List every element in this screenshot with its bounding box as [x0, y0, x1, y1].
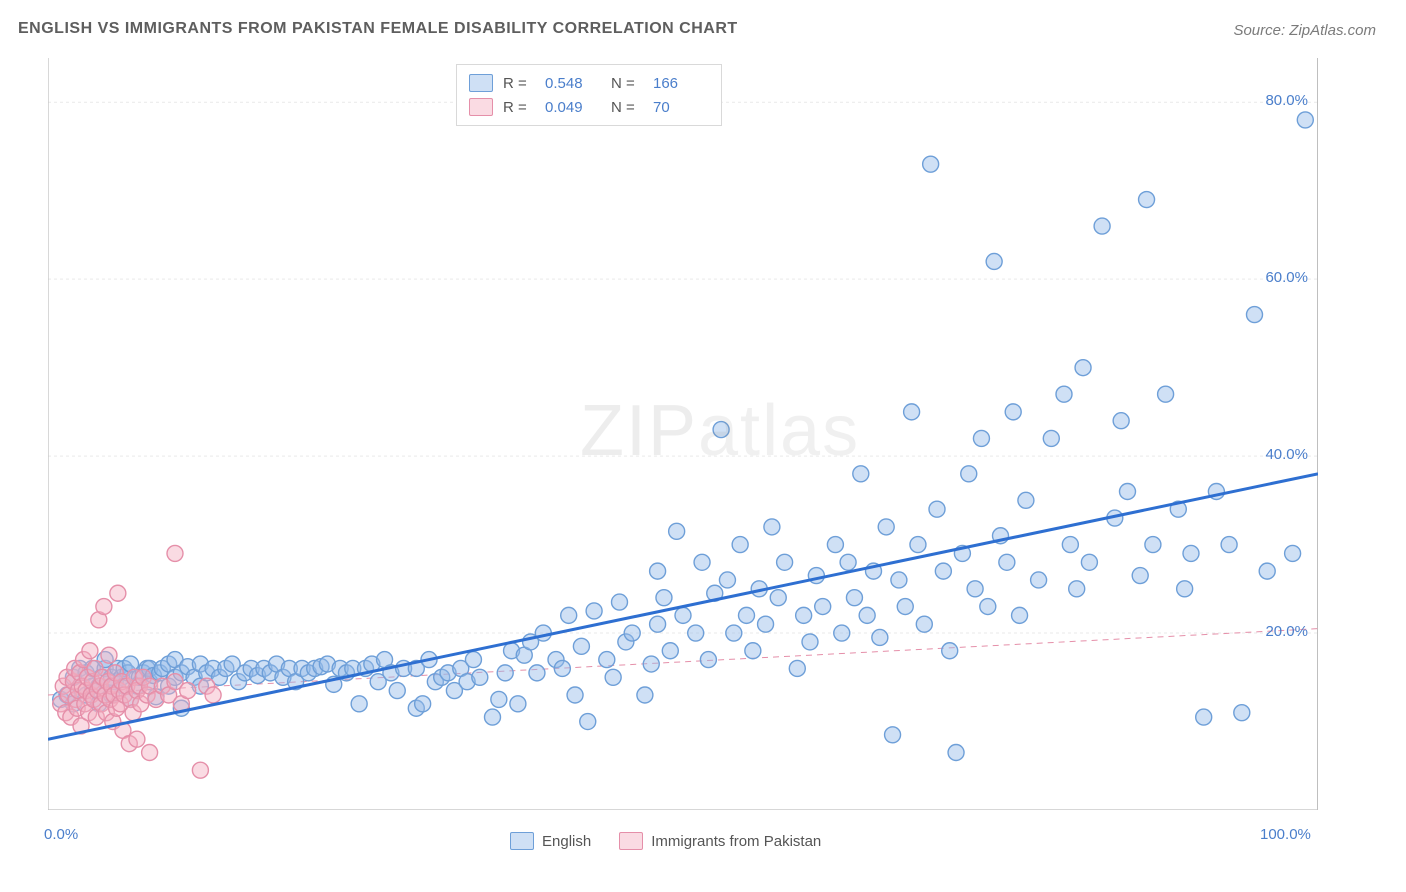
x-min-label: 0.0%	[44, 826, 78, 843]
x-max-label: 100.0%	[1260, 826, 1311, 843]
watermark: ZIPatlas	[580, 390, 860, 472]
chart-title: ENGLISH VS IMMIGRANTS FROM PAKISTAN FEMA…	[18, 20, 738, 38]
legend-r-label: R =	[503, 75, 535, 92]
legend-series-label: English	[542, 833, 591, 850]
y-tick-label: 80.0%	[1248, 92, 1308, 109]
legend-row: R = 0.049 N = 70	[469, 95, 709, 119]
legend-r-value: 0.548	[545, 75, 601, 92]
source-attribution: Source: ZipAtlas.com	[1233, 22, 1376, 39]
legend-swatch	[510, 832, 534, 850]
correlation-legend: R = 0.548 N = 166 R = 0.049 N = 70	[456, 64, 722, 126]
legend-r-value: 0.049	[545, 99, 601, 116]
legend-item: Immigrants from Pakistan	[619, 832, 821, 850]
legend-row: R = 0.548 N = 166	[469, 71, 709, 95]
legend-n-value: 166	[653, 75, 709, 92]
legend-series-label: Immigrants from Pakistan	[651, 833, 821, 850]
y-tick-label: 20.0%	[1248, 623, 1308, 640]
y-tick-label: 40.0%	[1248, 446, 1308, 463]
legend-n-label: N =	[611, 99, 643, 116]
legend-swatch	[469, 98, 493, 116]
legend-swatch	[619, 832, 643, 850]
series-legend: English Immigrants from Pakistan	[510, 832, 821, 850]
legend-n-label: N =	[611, 75, 643, 92]
legend-swatch	[469, 74, 493, 92]
legend-r-label: R =	[503, 99, 535, 116]
legend-item: English	[510, 832, 591, 850]
legend-n-value: 70	[653, 99, 709, 116]
y-tick-label: 60.0%	[1248, 269, 1308, 286]
watermark-bold: ZIP	[580, 391, 698, 471]
watermark-thin: atlas	[698, 391, 860, 471]
chart-container: ENGLISH VS IMMIGRANTS FROM PAKISTAN FEMA…	[0, 0, 1406, 892]
